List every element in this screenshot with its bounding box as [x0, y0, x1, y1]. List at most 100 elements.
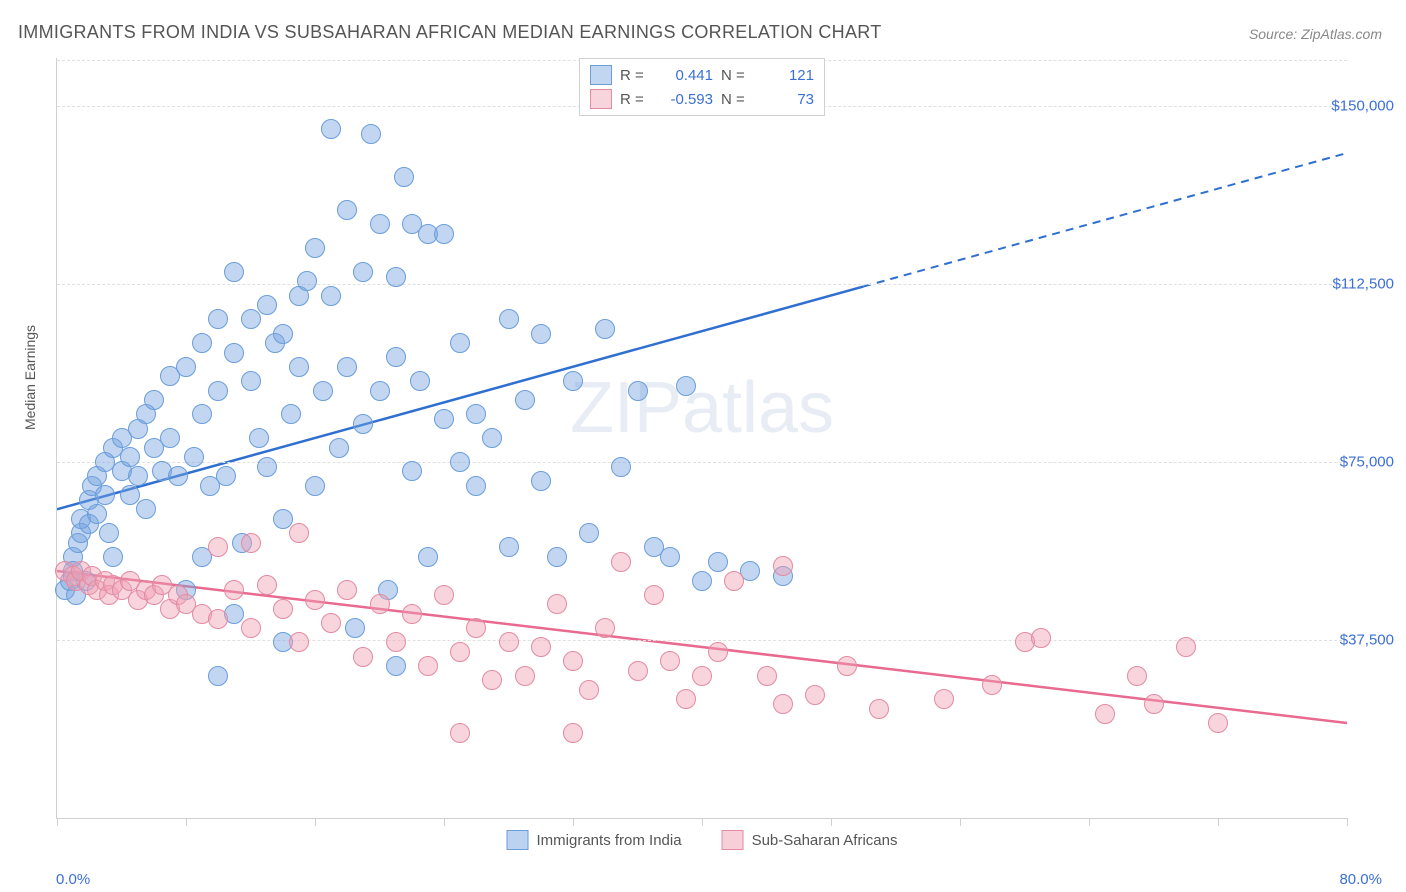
data-point: [531, 471, 551, 491]
data-point: [515, 390, 535, 410]
data-point: [386, 347, 406, 367]
data-point: [402, 604, 422, 624]
data-point: [450, 723, 470, 743]
legend-n-value: 121: [759, 67, 814, 84]
data-point: [192, 333, 212, 353]
x-tick: [444, 818, 445, 826]
data-point: [321, 119, 341, 139]
legend-swatch: [590, 65, 612, 85]
data-point: [353, 647, 373, 667]
data-point: [660, 547, 680, 567]
data-point: [708, 552, 728, 572]
correlation-legend: R =0.441N =121R =-0.593N =73: [579, 58, 825, 116]
data-point: [611, 457, 631, 477]
legend-n-label: N =: [721, 91, 751, 108]
data-point: [434, 409, 454, 429]
data-point: [216, 466, 236, 486]
data-point: [1144, 694, 1164, 714]
data-point: [644, 585, 664, 605]
data-point: [1176, 637, 1196, 657]
data-point: [394, 167, 414, 187]
data-point: [1208, 713, 1228, 733]
data-point: [297, 271, 317, 291]
data-point: [676, 689, 696, 709]
data-point: [241, 309, 261, 329]
data-point: [257, 575, 277, 595]
data-point: [208, 666, 228, 686]
x-axis-end: 80.0%: [1339, 871, 1382, 888]
data-point: [547, 594, 567, 614]
data-point: [241, 533, 261, 553]
chart-title: IMMIGRANTS FROM INDIA VS SUBSAHARAN AFRI…: [18, 22, 882, 43]
data-point: [547, 547, 567, 567]
data-point: [370, 381, 390, 401]
data-point: [434, 585, 454, 605]
data-point: [692, 571, 712, 591]
data-point: [660, 651, 680, 671]
data-point: [402, 461, 422, 481]
data-point: [482, 670, 502, 690]
data-point: [257, 457, 277, 477]
x-tick: [831, 818, 832, 826]
data-point: [208, 381, 228, 401]
data-point: [257, 295, 277, 315]
data-point: [99, 523, 119, 543]
data-point: [724, 571, 744, 591]
data-point: [982, 675, 1002, 695]
data-point: [241, 371, 261, 391]
data-point: [628, 661, 648, 681]
data-point: [579, 523, 599, 543]
data-point: [386, 632, 406, 652]
data-point: [160, 428, 180, 448]
legend-item: Sub-Saharan Africans: [722, 830, 898, 850]
data-point: [103, 547, 123, 567]
data-point: [773, 694, 793, 714]
x-axis-start: 0.0%: [56, 871, 90, 888]
data-point: [410, 371, 430, 391]
data-point: [95, 485, 115, 505]
data-point: [450, 642, 470, 662]
y-tick-label: $150,000: [1331, 97, 1394, 114]
data-point: [595, 319, 615, 339]
x-tick: [1089, 818, 1090, 826]
data-point: [563, 651, 583, 671]
data-point: [224, 343, 244, 363]
data-point: [386, 267, 406, 287]
data-point: [361, 124, 381, 144]
data-point: [337, 580, 357, 600]
data-point: [837, 656, 857, 676]
data-point: [192, 404, 212, 424]
legend-r-label: R =: [620, 67, 650, 84]
data-point: [563, 371, 583, 391]
legend-r-value: 0.441: [658, 67, 713, 84]
data-point: [305, 590, 325, 610]
data-point: [289, 632, 309, 652]
data-point: [273, 509, 293, 529]
data-point: [499, 309, 519, 329]
data-point: [120, 485, 140, 505]
watermark: ZIPatlas: [570, 367, 834, 449]
data-point: [676, 376, 696, 396]
data-point: [184, 447, 204, 467]
series-legend: Immigrants from India Sub-Saharan African…: [507, 830, 898, 850]
data-point: [773, 556, 793, 576]
data-point: [450, 452, 470, 472]
data-point: [321, 613, 341, 633]
data-point: [708, 642, 728, 662]
x-tick: [1347, 818, 1348, 826]
data-point: [1127, 666, 1147, 686]
x-tick: [57, 818, 58, 826]
data-point: [466, 618, 486, 638]
data-point: [305, 476, 325, 496]
x-tick: [960, 818, 961, 826]
data-point: [869, 699, 889, 719]
data-point: [563, 723, 583, 743]
data-point: [305, 238, 325, 258]
legend-item: Immigrants from India: [507, 830, 682, 850]
data-point: [934, 689, 954, 709]
legend-label: Sub-Saharan Africans: [752, 832, 898, 849]
gridline-h: [57, 462, 1347, 463]
data-point: [321, 286, 341, 306]
data-point: [595, 618, 615, 638]
data-point: [345, 618, 365, 638]
